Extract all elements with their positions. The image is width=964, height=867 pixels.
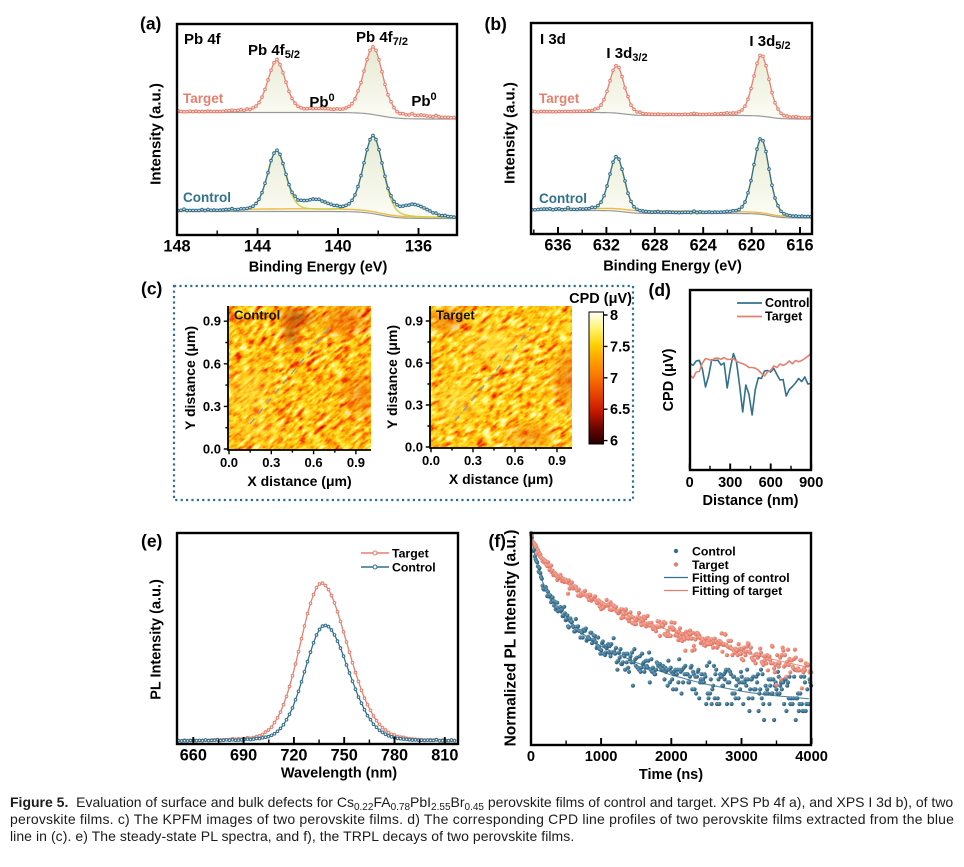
svg-text:Normalized PL Intensity (a.u.): Normalized PL Intensity (a.u.): [503, 530, 520, 747]
svg-text:780: 780: [381, 747, 408, 765]
svg-text:148: 148: [163, 238, 190, 256]
svg-text:0.0: 0.0: [422, 453, 440, 468]
svg-text:900: 900: [799, 475, 823, 491]
svg-text:Target: Target: [436, 308, 475, 323]
svg-text:(b): (b): [485, 14, 507, 34]
svg-text:Fitting of target: Fitting of target: [692, 584, 782, 598]
svg-text:Intensity (a.u.): Intensity (a.u.): [148, 83, 165, 185]
svg-text:660: 660: [180, 747, 207, 765]
svg-text:Target: Target: [392, 547, 429, 561]
svg-text:(a): (a): [140, 14, 161, 34]
svg-text:X distance (μm): X distance (μm): [247, 473, 351, 489]
svg-text:Target: Target: [539, 91, 580, 106]
svg-text:616: 616: [786, 237, 813, 255]
svg-text:0.6: 0.6: [305, 455, 323, 470]
svg-text:Time (ns): Time (ns): [639, 767, 703, 783]
svg-text:7.5: 7.5: [610, 339, 630, 355]
svg-text:136: 136: [405, 238, 432, 256]
svg-text:Control: Control: [765, 296, 809, 310]
svg-text:6: 6: [610, 434, 618, 450]
svg-text:0.9: 0.9: [347, 455, 365, 470]
svg-text:0.3: 0.3: [464, 453, 482, 468]
svg-text:628: 628: [641, 237, 668, 255]
svg-text:Y distance (μm): Y distance (μm): [384, 325, 400, 429]
svg-text:2000: 2000: [655, 749, 688, 765]
svg-text:Pb0: Pb0: [309, 92, 334, 111]
svg-text:144: 144: [244, 238, 271, 256]
svg-text:CPD (μV): CPD (μV): [569, 291, 632, 307]
svg-text:Pb 4f: Pb 4f: [184, 31, 222, 48]
svg-text:Pb0: Pb0: [411, 91, 436, 110]
svg-text:0.3: 0.3: [405, 398, 423, 413]
svg-text:8: 8: [610, 308, 618, 324]
svg-text:Intensity (a.u.): Intensity (a.u.): [502, 82, 519, 184]
svg-text:140: 140: [324, 238, 351, 256]
svg-text:600: 600: [759, 475, 783, 491]
svg-text:1000: 1000: [585, 749, 618, 765]
svg-text:620: 620: [738, 237, 765, 255]
svg-text:(f): (f): [489, 531, 506, 551]
svg-text:0.6: 0.6: [203, 356, 221, 371]
svg-text:7: 7: [610, 371, 618, 387]
svg-text:Pb 4f7/2: Pb 4f7/2: [356, 29, 408, 48]
svg-text:CPD (μV): CPD (μV): [661, 348, 677, 411]
svg-text:0.9: 0.9: [203, 314, 221, 329]
svg-text:6.5: 6.5: [610, 402, 630, 418]
svg-text:624: 624: [690, 237, 717, 255]
svg-text:Pb 4f5/2: Pb 4f5/2: [248, 42, 300, 61]
svg-text:720: 720: [280, 747, 307, 765]
svg-text:0: 0: [686, 475, 694, 491]
svg-text:Binding Energy (eV): Binding Energy (eV): [603, 259, 742, 275]
svg-text:690: 690: [230, 747, 257, 765]
svg-text:636: 636: [544, 237, 571, 255]
svg-text:Control: Control: [234, 308, 280, 323]
svg-text:0.6: 0.6: [405, 356, 423, 371]
svg-text:Control: Control: [183, 190, 231, 205]
svg-text:Control: Control: [539, 191, 587, 206]
svg-text:PL Intensity (a.u.): PL Intensity (a.u.): [149, 579, 165, 700]
svg-text:3000: 3000: [725, 749, 758, 765]
svg-text:Binding Energy (eV): Binding Energy (eV): [249, 260, 388, 276]
svg-text:(d): (d): [649, 280, 671, 300]
svg-text:X distance (μm): X distance (μm): [449, 471, 553, 487]
svg-text:Y distance (μm): Y distance (μm): [182, 326, 198, 430]
svg-text:750: 750: [331, 747, 358, 765]
svg-text:810: 810: [431, 747, 458, 765]
svg-text:0.9: 0.9: [405, 314, 423, 329]
svg-text:300: 300: [718, 475, 742, 491]
svg-text:Control: Control: [692, 545, 736, 559]
svg-text:0.6: 0.6: [506, 453, 524, 468]
svg-text:0.3: 0.3: [262, 455, 280, 470]
svg-text:632: 632: [593, 237, 620, 255]
svg-text:0: 0: [527, 749, 535, 765]
svg-text:0.9: 0.9: [548, 453, 566, 468]
svg-text:Target: Target: [765, 310, 803, 324]
svg-text:0.0: 0.0: [203, 442, 221, 457]
svg-text:(e): (e): [141, 531, 162, 551]
svg-text:I 3d5/2: I 3d5/2: [749, 33, 790, 52]
svg-text:Control: Control: [392, 561, 436, 575]
svg-text:0.0: 0.0: [405, 440, 423, 455]
svg-text:0.3: 0.3: [203, 399, 221, 414]
svg-text:I 3d3/2: I 3d3/2: [606, 45, 647, 64]
svg-text:Target: Target: [183, 91, 224, 106]
svg-text:(c): (c): [141, 279, 162, 299]
svg-text:Wavelength (nm): Wavelength (nm): [281, 766, 397, 782]
svg-text:4000: 4000: [795, 749, 828, 765]
svg-text:Fitting of control: Fitting of control: [692, 571, 790, 585]
svg-text:0.0: 0.0: [220, 455, 238, 470]
svg-text:Distance (nm): Distance (nm): [703, 493, 799, 509]
svg-text:I 3d: I 3d: [540, 31, 566, 48]
svg-text:Target: Target: [692, 558, 729, 572]
